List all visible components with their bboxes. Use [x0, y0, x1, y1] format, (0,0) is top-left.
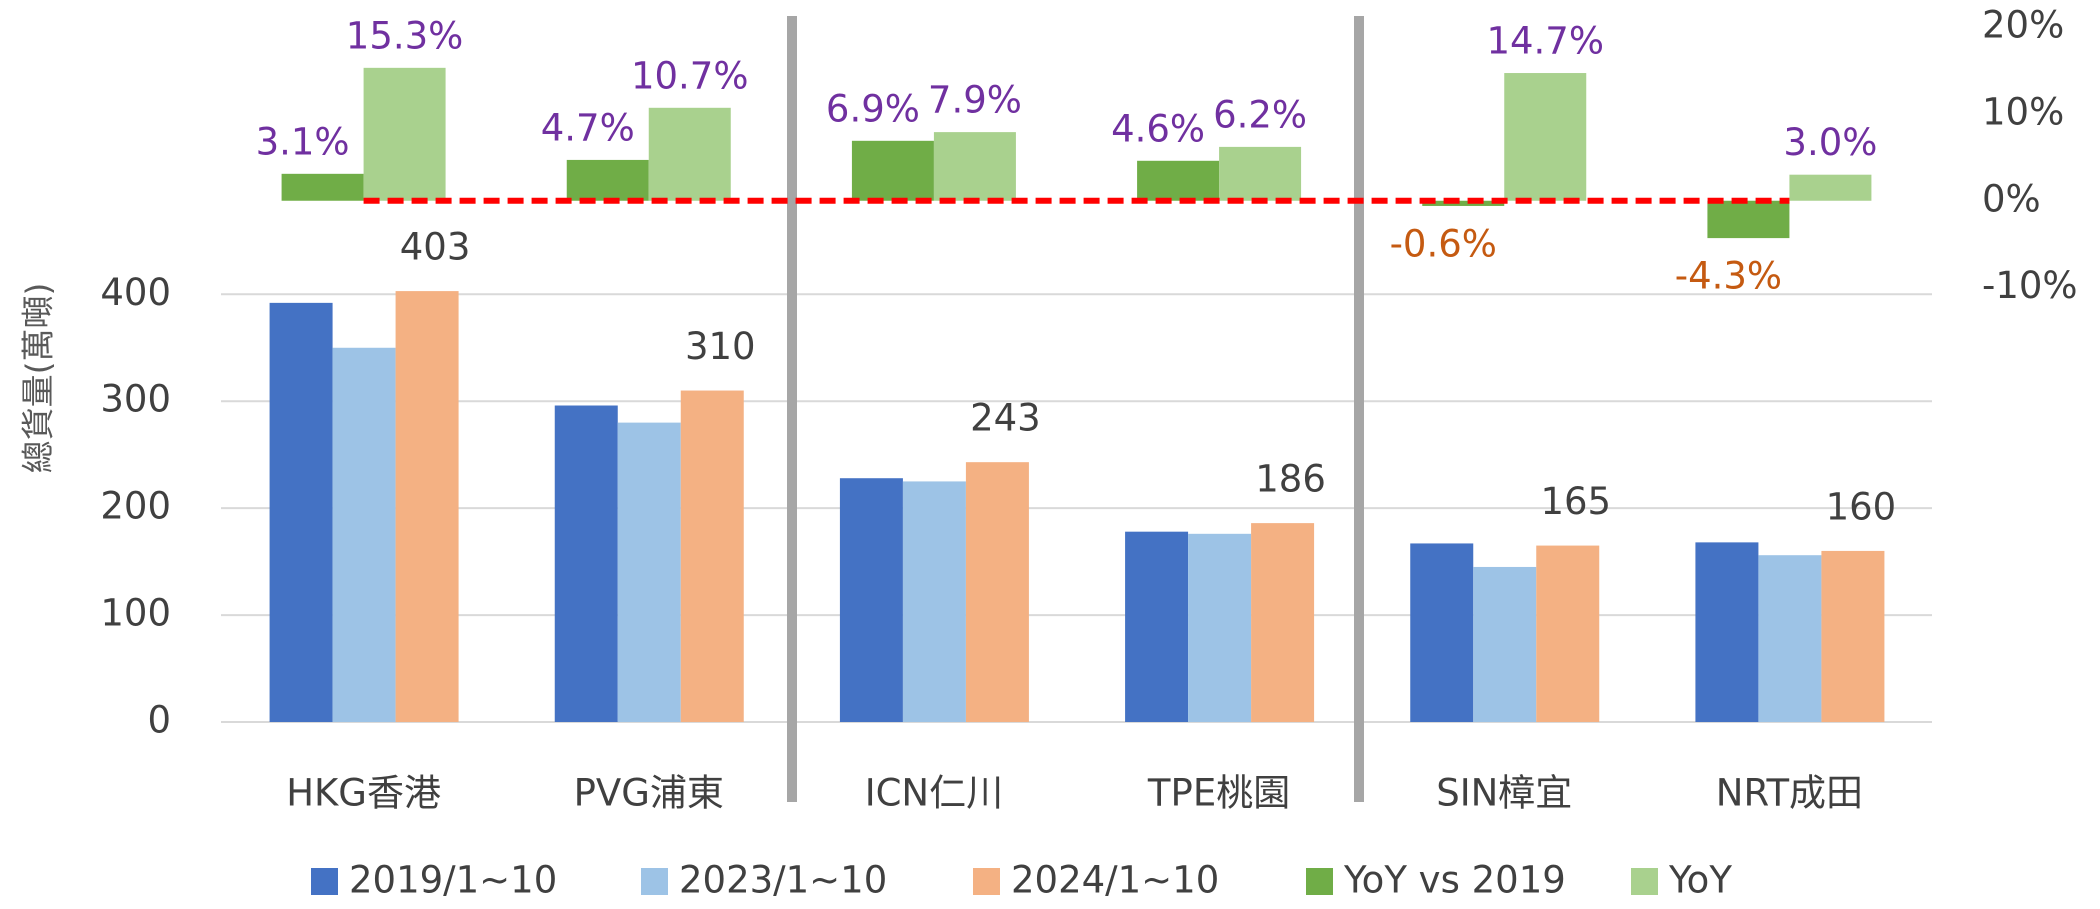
bar	[851, 140, 934, 201]
data-label: 310	[685, 325, 756, 368]
data-label: 6.9%	[826, 87, 920, 130]
y-tick-label: 200	[100, 485, 171, 528]
bar	[680, 390, 744, 722]
y2-tick-label: 10%	[1982, 90, 2064, 133]
x-tick-label: NRT成田	[1716, 772, 1863, 815]
bar	[1695, 542, 1759, 722]
bar	[1758, 555, 1822, 722]
data-label: -0.6%	[1390, 222, 1497, 265]
bar	[1473, 566, 1537, 722]
bar	[1410, 543, 1474, 722]
legend-swatch	[641, 868, 668, 895]
data-label: 186	[1255, 458, 1326, 501]
y2-tick-label: -10%	[1982, 264, 2078, 307]
data-label: 165	[1540, 480, 1611, 523]
data-label: -4.3%	[1675, 255, 1782, 298]
data-label: 4.6%	[1111, 107, 1205, 150]
bar	[1137, 160, 1220, 201]
bar	[1422, 200, 1505, 206]
legend-swatch	[1306, 868, 1333, 895]
bar	[395, 291, 459, 722]
bar	[1536, 545, 1600, 722]
legend-swatch	[311, 868, 338, 895]
legend-label: 2019/1~10	[349, 859, 557, 902]
x-tick-label: SIN樟宜	[1436, 772, 1572, 815]
bar	[1707, 200, 1790, 239]
data-label: 3.1%	[256, 120, 350, 163]
legend-swatch	[973, 868, 1000, 895]
y2-tick-label: 0%	[1982, 177, 2041, 220]
bar	[648, 107, 731, 201]
bar	[1188, 533, 1252, 722]
data-label: 10.7%	[631, 54, 749, 97]
bar	[933, 132, 1016, 201]
x-tick-label: PVG浦東	[574, 772, 724, 815]
data-label: 15.3%	[346, 14, 464, 57]
y2-tick-label: 20%	[1982, 4, 2064, 47]
y-tick-label: 100	[100, 592, 171, 635]
y-tick-label: 0	[147, 699, 171, 742]
data-label: 4.7%	[541, 106, 635, 149]
bar	[1219, 146, 1302, 201]
bar	[363, 67, 446, 201]
bar	[332, 347, 396, 722]
bar	[1251, 523, 1315, 722]
bar	[1125, 531, 1189, 722]
bar	[965, 462, 1029, 722]
bar	[281, 173, 364, 201]
x-tick-label: TPE桃園	[1147, 772, 1290, 815]
data-label: 14.7%	[1486, 20, 1604, 63]
bar	[269, 302, 333, 722]
data-label: 160	[1826, 485, 1897, 528]
data-label: 3.0%	[1783, 121, 1877, 164]
bar	[839, 478, 903, 722]
bar	[1504, 73, 1587, 201]
data-label: 7.9%	[928, 79, 1022, 122]
bar	[554, 405, 618, 722]
data-label: 403	[400, 226, 471, 269]
legend-label: 2024/1~10	[1011, 859, 1219, 902]
bar	[1821, 550, 1885, 722]
data-label: 243	[970, 397, 1041, 440]
bar	[617, 422, 681, 722]
y-tick-label: 300	[100, 378, 171, 421]
x-tick-label: ICN仁川	[865, 772, 1003, 815]
data-label: 6.2%	[1213, 93, 1307, 136]
bar	[902, 481, 966, 722]
legend-label: 2023/1~10	[679, 859, 887, 902]
legend-label: YoY vs 2019	[1343, 859, 1566, 902]
bar	[566, 159, 649, 201]
legend-swatch	[1631, 868, 1658, 895]
bar	[1789, 174, 1872, 201]
legend-label: YoY	[1668, 859, 1732, 902]
y-axis-label: 總貨量(萬噸)	[19, 283, 58, 474]
y-tick-label: 400	[100, 271, 171, 314]
x-tick-label: HKG香港	[286, 772, 441, 815]
